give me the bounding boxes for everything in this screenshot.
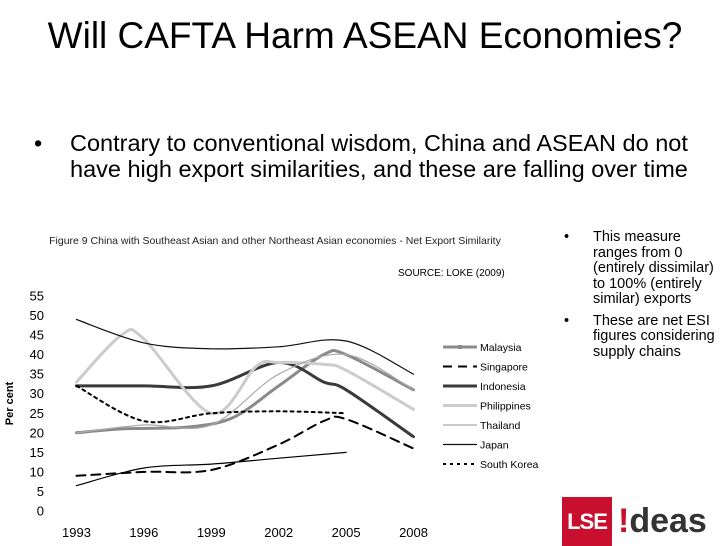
legend-label: Philippines <box>480 401 531 413</box>
series-line-philippines <box>75 327 415 415</box>
series-line-malaysia <box>75 348 415 435</box>
x-tick-label: 1993 <box>62 525 91 540</box>
series-line-singapore <box>75 415 415 477</box>
ideas-wordmark: !deas <box>618 502 707 540</box>
series-line-japan <box>75 318 415 375</box>
x-tick-label: 1996 <box>129 525 158 540</box>
series-line-south-korea <box>75 384 348 424</box>
source-label: SOURCE: LOKE (2009) <box>398 268 505 279</box>
y-tick-label: 15 <box>30 445 44 460</box>
y-tick-label: 5 <box>37 484 44 499</box>
y-axis-label: Per cent <box>4 381 16 425</box>
legend-label: Japan <box>480 440 509 452</box>
x-tick-label: 1999 <box>197 525 226 540</box>
y-tick-label: 40 <box>30 347 44 362</box>
chart-container: 0 5 10 15 20 25 30 35 40 45 50 55 1993 1996 1999 2002 20… <box>0 226 553 546</box>
legend-label: Indonesia <box>480 381 526 393</box>
side-bullet-text: This measure ranges from 0 (entirely dis… <box>593 229 714 307</box>
y-tick-label: 10 <box>30 464 44 479</box>
side-bullet-item: • This measure ranges from 0 (entirely d… <box>564 229 724 308</box>
bullet-dot-icon: • <box>564 312 570 329</box>
main-bullet-text: Contrary to conventional wisdom, China a… <box>70 130 688 182</box>
lse-ideas-logo: LSE !deas <box>558 497 728 546</box>
lse-logo-box: LSE <box>562 497 612 546</box>
slide-title: Will CAFTA Harm ASEAN Economies? <box>47 15 683 56</box>
y-tick-label: 25 <box>30 406 44 421</box>
chart-title: Figure 9 China with Southeast Asian and … <box>49 235 501 247</box>
y-tick-label: 30 <box>30 386 44 401</box>
legend-label: Singapore <box>480 362 528 374</box>
bullet-dot-icon: • <box>34 130 43 156</box>
y-tick-label: 55 <box>30 289 44 304</box>
legend-label: Malaysia <box>480 342 522 354</box>
side-bullet-text: These are net ESI figures considering su… <box>593 312 715 360</box>
legend-marker <box>458 345 462 349</box>
x-tick-label: 2008 <box>399 525 428 540</box>
series-line-thailand <box>75 353 415 434</box>
legend-label: South Korea <box>480 459 539 471</box>
bullet-dot-icon: • <box>564 229 570 245</box>
y-tick-label: 0 <box>37 504 44 519</box>
side-bullet-item: • These are net ESI figures considering … <box>564 312 724 361</box>
y-tick-label: 50 <box>30 308 44 323</box>
y-tick-label: 35 <box>30 367 44 382</box>
x-tick-label: 2002 <box>264 525 293 540</box>
legend-label: Thailand <box>480 420 520 432</box>
x-tick-label: 2005 <box>332 525 361 540</box>
y-tick-label: 45 <box>30 328 44 343</box>
chart-svg: 0 5 10 15 20 25 30 35 40 45 50 55 1993 1996 1999 2002 20… <box>4 289 539 541</box>
side-bullet-list: • This measure ranges from 0 (entirely d… <box>564 229 724 366</box>
y-tick-label: 20 <box>30 425 44 440</box>
